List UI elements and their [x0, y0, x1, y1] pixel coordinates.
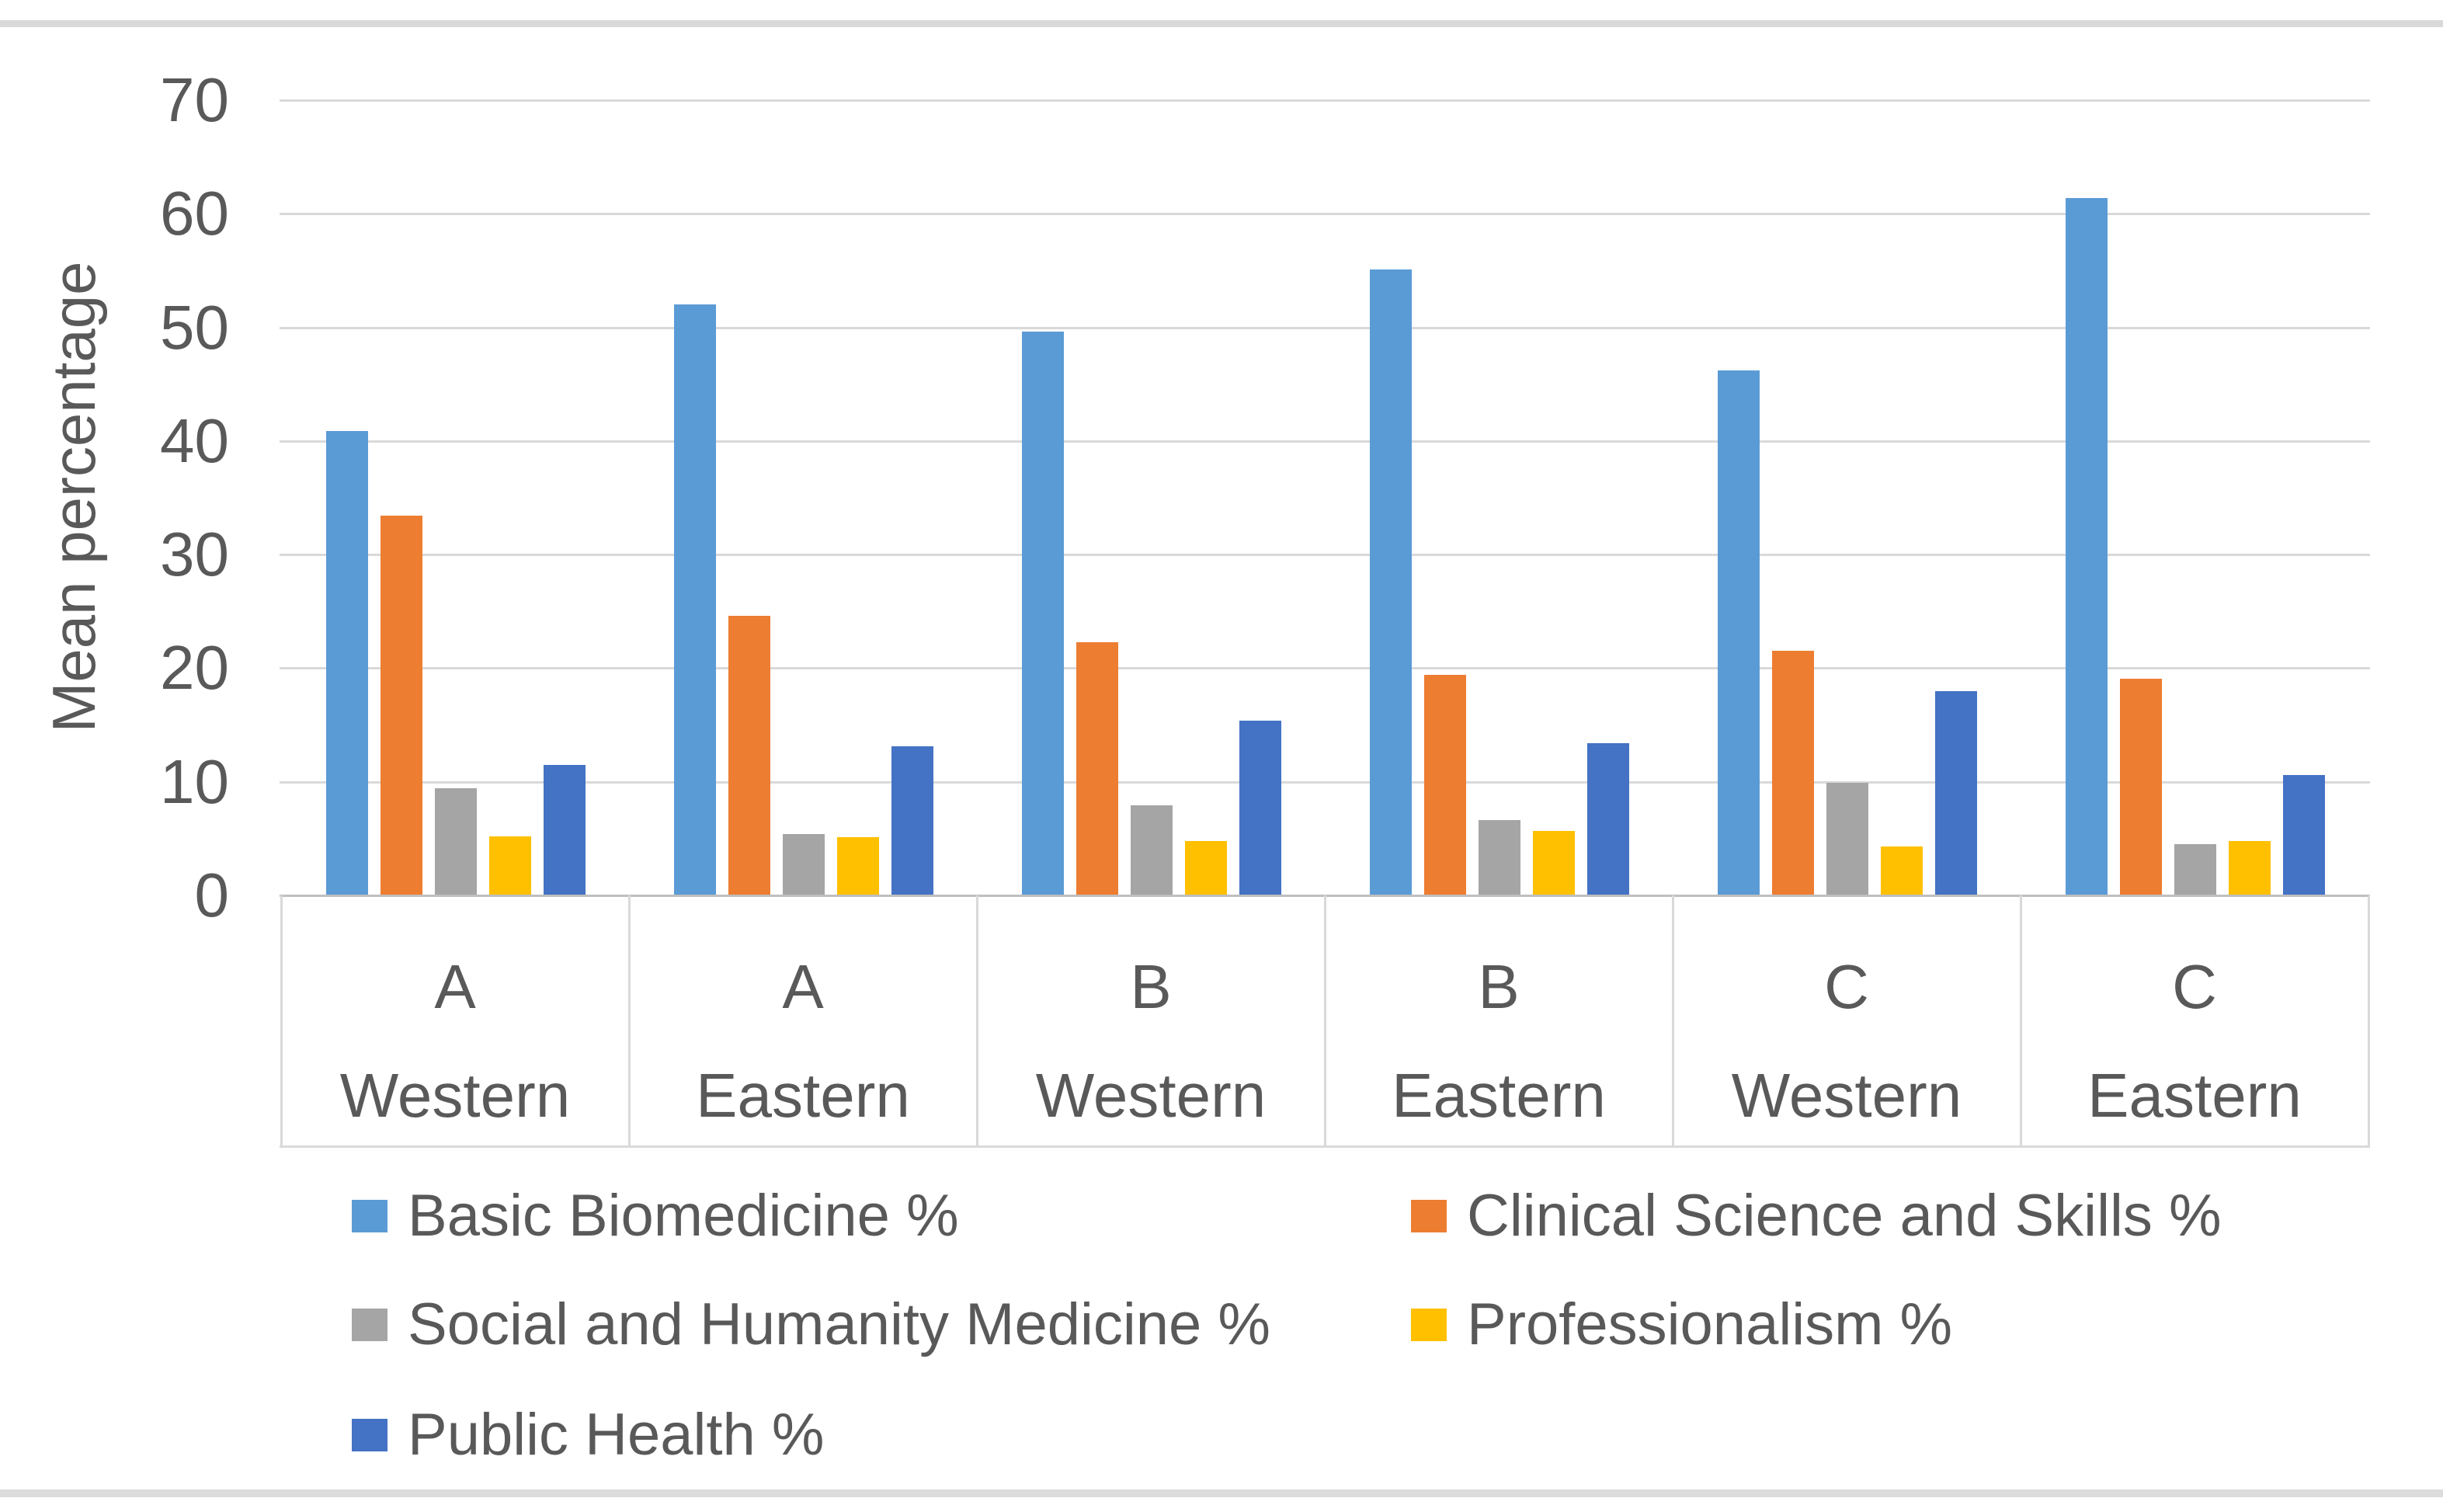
legend-label: Public Health %	[408, 1402, 825, 1468]
bar-social-and-humanity-medicine-a-eastern	[783, 833, 825, 895]
x-category-program-label: B	[1478, 952, 1520, 1021]
category-separator	[1672, 895, 1674, 1147]
bar-professionalism-a-western	[489, 836, 531, 895]
gridline-y-30	[280, 554, 2370, 557]
x-category-program-label: A	[782, 952, 824, 1021]
bar-clinical-science-and-skills-b-eastern	[1424, 675, 1466, 895]
x-category-program-label: C	[1824, 952, 1869, 1021]
bar-clinical-science-and-skills-a-eastern	[728, 616, 770, 895]
bar-public-health-a-western	[544, 764, 586, 895]
bar-social-and-humanity-medicine-c-eastern	[2174, 844, 2216, 895]
legend-item-social-and-humanity-medicine: Social and Humanity Medicine %	[352, 1295, 1270, 1354]
bar-public-health-b-eastern	[1587, 742, 1629, 895]
x-category-region-label: Western	[339, 1061, 571, 1130]
x-category-program-label: C	[2172, 952, 2217, 1021]
y-tick-label-10: 10	[160, 746, 229, 816]
legend-label: Professionalism %	[1467, 1291, 1953, 1357]
legend-label: Clinical Science and Skills %	[1467, 1183, 2222, 1249]
x-category-region-label: Western	[1731, 1061, 1962, 1130]
bar-basic-biomedicine-a-eastern	[674, 304, 716, 895]
gridline-y-40	[280, 440, 2370, 443]
y-tick-label-40: 40	[160, 405, 229, 475]
legend-item-basic-biomedicine: Basic Biomedicine %	[352, 1187, 959, 1246]
legend-swatch-icon	[352, 1419, 387, 1451]
legend-item-clinical-science-and-skills: Clinical Science and Skills %	[1411, 1187, 2222, 1246]
bar-public-health-c-western	[1935, 690, 1977, 895]
bar-social-and-humanity-medicine-a-western	[435, 788, 477, 895]
x-category-region-label: Eastern	[696, 1061, 910, 1130]
legend-swatch-icon	[352, 1200, 387, 1232]
gridline-y-50	[280, 326, 2370, 329]
bottom-border-strip	[0, 1489, 2443, 1497]
bar-public-health-a-eastern	[891, 746, 933, 895]
bar-professionalism-c-western	[1881, 846, 1923, 895]
y-tick-label-30: 30	[160, 520, 229, 589]
y-tick-label-20: 20	[160, 633, 229, 703]
bar-basic-biomedicine-c-eastern	[2066, 197, 2108, 895]
top-border-strip	[0, 20, 2443, 27]
bar-social-and-humanity-medicine-c-western	[1826, 783, 1868, 895]
legend-swatch-icon	[1411, 1309, 1447, 1341]
y-tick-label-50: 50	[160, 292, 229, 362]
y-axis-title: Mean percentage	[40, 261, 108, 733]
bar-professionalism-c-eastern	[2229, 840, 2271, 895]
category-separator	[1324, 895, 1326, 1147]
x-category-program-label: B	[1130, 952, 1172, 1021]
bar-clinical-science-and-skills-a-western	[381, 516, 422, 895]
bar-public-health-c-eastern	[2283, 774, 2325, 895]
bar-professionalism-b-eastern	[1533, 830, 1575, 895]
bar-basic-biomedicine-a-western	[326, 430, 368, 895]
bar-basic-biomedicine-b-eastern	[1370, 269, 1412, 895]
legend-label: Social and Humanity Medicine %	[408, 1291, 1270, 1357]
legend-item-professionalism: Professionalism %	[1411, 1295, 1952, 1354]
legend-swatch-icon	[352, 1309, 387, 1341]
x-category-region-label: Western	[1035, 1061, 1267, 1130]
x-category-program-label: A	[434, 952, 476, 1021]
gridline-y-60	[280, 213, 2370, 216]
category-separator	[976, 895, 978, 1147]
bar-social-and-humanity-medicine-b-eastern	[1479, 820, 1520, 895]
x-category-region-label: Eastern	[2087, 1061, 2302, 1130]
gridline-y-70	[280, 99, 2370, 102]
bar-professionalism-b-western	[1185, 840, 1227, 895]
x-category-region-label: Eastern	[1392, 1061, 1606, 1130]
bar-professionalism-a-eastern	[837, 837, 879, 895]
bar-clinical-science-and-skills-c-eastern	[2120, 678, 2162, 895]
gridline-y-10	[280, 780, 2370, 784]
bar-social-and-humanity-medicine-b-western	[1131, 805, 1173, 895]
category-separator	[2020, 895, 2022, 1147]
legend-item-public-health: Public Health %	[352, 1406, 825, 1465]
bar-basic-biomedicine-b-western	[1022, 332, 1064, 895]
category-separator	[2368, 895, 2370, 1147]
legend-label: Basic Biomedicine %	[408, 1183, 959, 1249]
bar-clinical-science-and-skills-b-western	[1076, 641, 1118, 895]
y-tick-label-70: 70	[160, 64, 229, 134]
category-separator	[628, 895, 631, 1147]
gridline-y-20	[280, 667, 2370, 670]
y-tick-label-0: 0	[194, 860, 230, 930]
bar-clinical-science-and-skills-c-western	[1772, 651, 1814, 895]
category-table-bottom-border	[280, 1145, 2370, 1148]
y-tick-label-60: 60	[160, 179, 229, 249]
bar-basic-biomedicine-c-western	[1718, 370, 1760, 895]
legend-swatch-icon	[1411, 1200, 1447, 1232]
bar-public-health-b-western	[1239, 720, 1281, 895]
category-separator	[280, 895, 283, 1147]
